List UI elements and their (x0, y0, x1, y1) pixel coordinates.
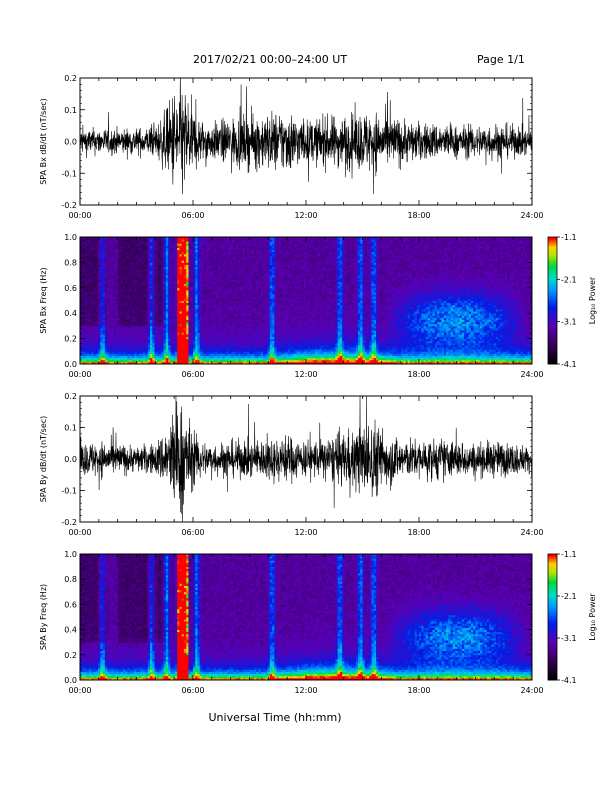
x-tick-label: 00:00 (68, 686, 91, 695)
y-axis-label: SPA Bx Freq (Hz) (39, 267, 48, 333)
colorbar-label: Log₁₀ Power (588, 276, 597, 324)
y-tick-label: 0.2 (64, 392, 77, 401)
y-tick-label: -0.1 (61, 169, 77, 178)
x-tick-label: 00:00 (68, 370, 91, 379)
y-tick-label: 1.0 (64, 233, 77, 242)
spectrogram-2 (80, 237, 533, 365)
colorbar-4: -1.1 -2.1 -3.1 -4.1 Log₁₀ Power (547, 550, 597, 685)
x-tick-label: 18:00 (407, 370, 430, 379)
x-tick-label: 00:00 (68, 211, 91, 220)
x-tick-label: 18:00 (407, 528, 430, 537)
colorbar-frame (547, 553, 558, 681)
x-tick-label: 24:00 (520, 528, 543, 537)
x-tick-label: 06:00 (181, 370, 204, 379)
series-trace-3 (80, 396, 532, 522)
colorbar-tick-label: -2.1 (561, 275, 577, 284)
y-tick-label: 0.0 (64, 360, 77, 369)
x-axis-label: Universal Time (hh:mm) (209, 711, 342, 724)
colorbar-tick-label: -3.1 (561, 634, 577, 643)
figure-title: 2017/02/21 00:00–24:00 UT (193, 53, 347, 66)
y-tick-label: 0.4 (64, 626, 77, 635)
y-tick-label: 0.2 (64, 651, 77, 660)
x-tick-label: 12:00 (294, 370, 317, 379)
x-tick-label: 18:00 (407, 686, 430, 695)
panel-3-axes: 00:00 06:00 12:00 18:00 24:00 -0.2 -0.1 0.0 0.1 0… (39, 392, 544, 537)
spectrogram-4 (80, 554, 533, 681)
y-axis-label: SPA Bx dB/dt (nT/sec) (39, 98, 48, 185)
x-tick-label: 00:00 (68, 528, 91, 537)
y-tick-label: -0.2 (61, 518, 77, 527)
colorbar-frame (547, 236, 558, 365)
colorbar-tick-label: -4.1 (561, 360, 577, 369)
x-tick-label: 24:00 (520, 211, 543, 220)
x-tick-label: 12:00 (294, 686, 317, 695)
panel-4-axes: 00:00 06:00 12:00 18:00 24:00 0.0 0.2 0.4 0.6 0.8… (39, 550, 544, 695)
x-tick-label: 12:00 (294, 528, 317, 537)
panel-1-axes: 00:00 06:00 12:00 18:00 24:00 -0.2 -0.1 0.0 0.1 0… (39, 74, 544, 220)
y-tick-label: 0.8 (64, 575, 77, 584)
y-tick-label: 0.6 (64, 600, 77, 609)
y-tick-label: 0.8 (64, 258, 77, 267)
x-tick-label: 06:00 (181, 211, 204, 220)
y-tick-label: -0.1 (61, 487, 77, 496)
y-tick-label: 0.1 (64, 424, 77, 433)
colorbar-tick-label: -2.1 (561, 592, 577, 601)
y-tick-label: 0.1 (64, 106, 77, 115)
colorbar-tick-label: -4.1 (561, 676, 577, 685)
y-tick-label: 0.2 (64, 74, 77, 83)
panel-2-axes: 00:00 06:00 12:00 18:00 24:00 0.0 0.2 0.4 0.6 0.8… (39, 233, 544, 379)
x-tick-label: 24:00 (520, 370, 543, 379)
x-tick-label: 18:00 (407, 211, 430, 220)
colorbar-tick-label: -3.1 (561, 318, 577, 327)
colorbar-tick-label: -1.1 (561, 233, 577, 242)
x-tick-label: 12:00 (294, 211, 317, 220)
x-tick-label: 06:00 (181, 528, 204, 537)
y-tick-label: 0.0 (64, 676, 77, 685)
x-tick-label: 06:00 (181, 686, 204, 695)
colorbar-2: -1.1 -2.1 -3.1 -4.1 Log₁₀ Power (547, 233, 597, 369)
x-tick-label: 24:00 (520, 686, 543, 695)
colorbar-tick-label: -1.1 (561, 550, 577, 559)
y-tick-label: 0.0 (64, 138, 77, 147)
y-tick-label: 1.0 (64, 550, 77, 559)
y-axis-label: SPA By dB/dt (nT/sec) (39, 416, 48, 503)
series-trace-1 (80, 78, 532, 195)
y-tick-label: 0.4 (64, 309, 77, 318)
y-tick-label: 0.0 (64, 455, 77, 464)
colorbar-label: Log₁₀ Power (588, 593, 597, 641)
page-indicator: Page 1/1 (477, 53, 525, 66)
y-axis-label: SPA By Freq (Hz) (39, 584, 48, 650)
y-tick-label: 0.2 (64, 335, 77, 344)
y-tick-label: -0.2 (61, 201, 77, 210)
y-tick-label: 0.6 (64, 284, 77, 293)
